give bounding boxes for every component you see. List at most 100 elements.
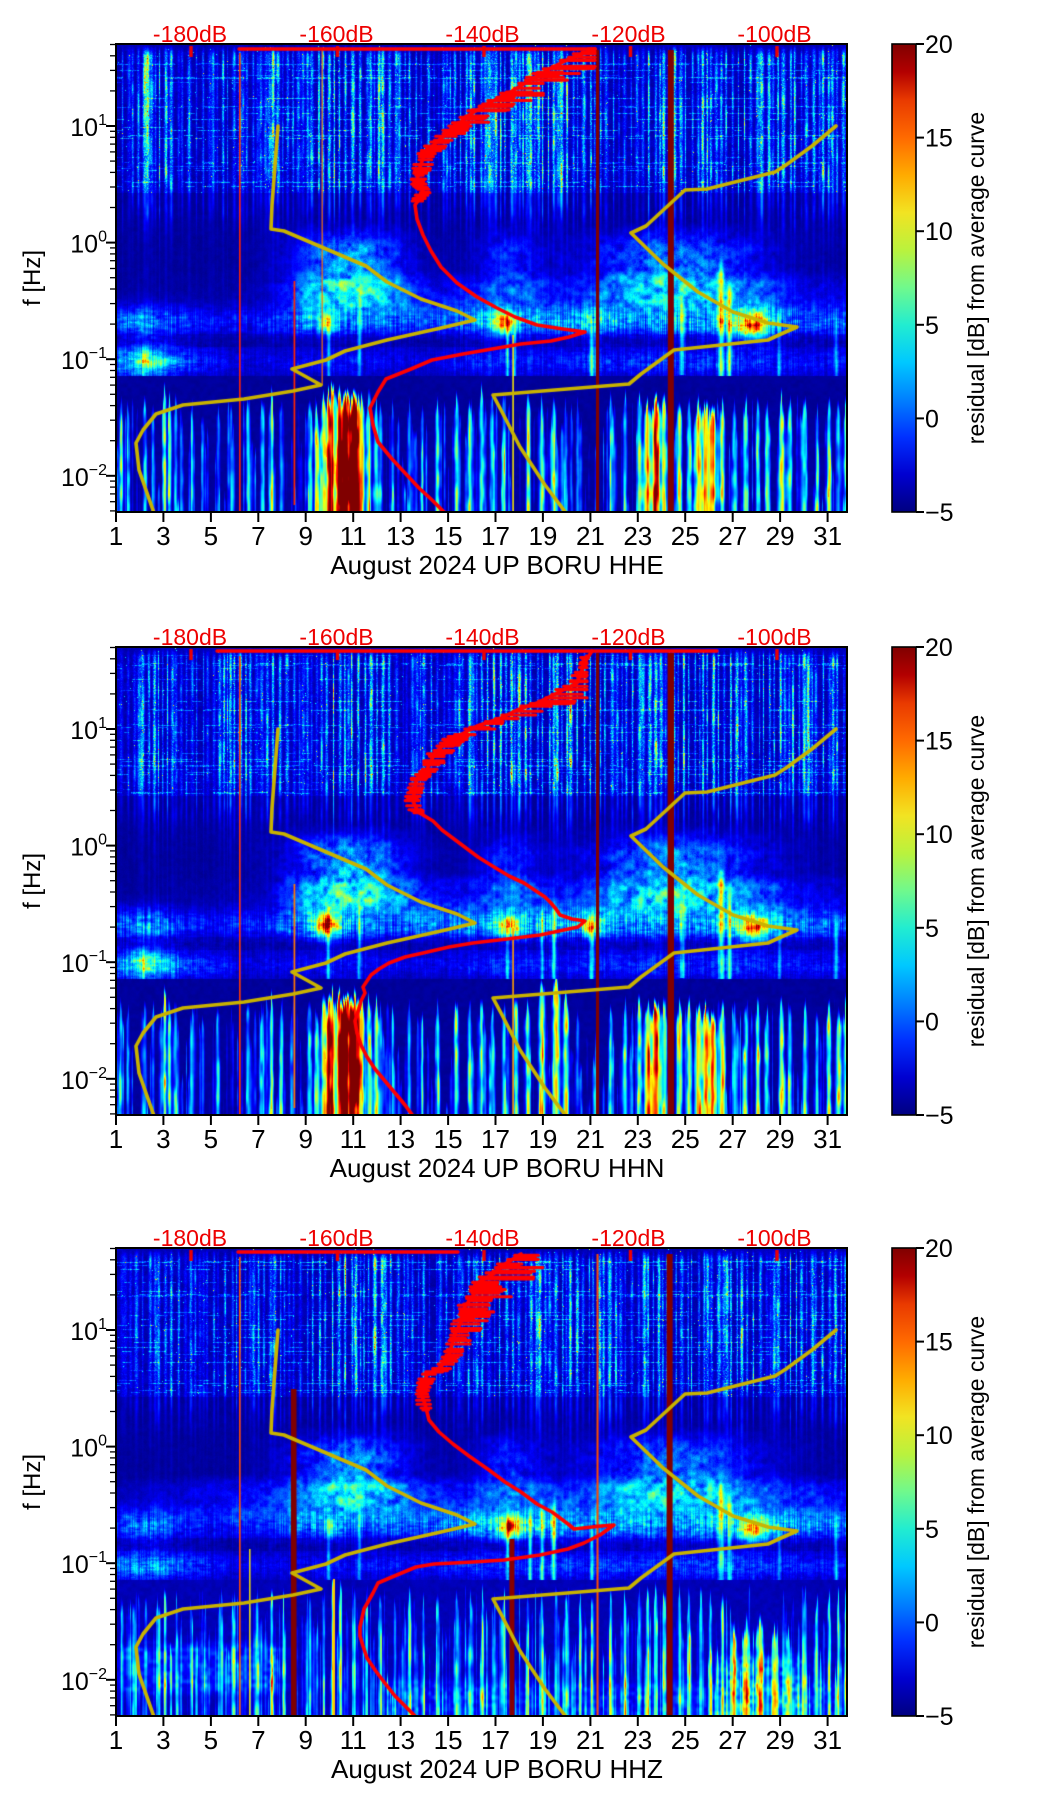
svg-text:5: 5	[204, 1124, 218, 1154]
svg-text:7: 7	[251, 1725, 265, 1755]
svg-text:3: 3	[156, 1124, 170, 1154]
svg-text:31: 31	[813, 521, 842, 551]
svg-text:25: 25	[671, 1124, 700, 1154]
svg-text:5: 5	[925, 915, 939, 943]
svg-text:23: 23	[623, 521, 652, 551]
svg-text:August 2024 UP BORU HHN: August 2024 UP BORU HHN	[330, 1153, 665, 1183]
svg-text:101: 101	[70, 1316, 107, 1346]
svg-text:9: 9	[298, 1124, 312, 1154]
svg-text:f [Hz]: f [Hz]	[19, 250, 46, 306]
svg-text:17: 17	[481, 1124, 510, 1154]
svg-text:-140dB: -140dB	[445, 1225, 519, 1251]
svg-text:13: 13	[386, 1725, 415, 1755]
svg-text:residual [dB] from average cur: residual [dB] from average curve	[963, 1316, 989, 1648]
svg-text:15: 15	[434, 521, 463, 551]
svg-text:-160dB: -160dB	[299, 624, 373, 650]
svg-text:17: 17	[481, 521, 510, 551]
svg-text:11: 11	[340, 1725, 367, 1755]
svg-text:August 2024 UP BORU HHZ: August 2024 UP BORU HHZ	[331, 1754, 663, 1784]
svg-text:29: 29	[766, 1725, 795, 1755]
svg-text:15: 15	[434, 1124, 463, 1154]
svg-text:5: 5	[204, 521, 218, 551]
svg-text:3: 3	[156, 521, 170, 551]
svg-text:-120dB: -120dB	[591, 21, 665, 47]
svg-text:10−2: 10−2	[61, 462, 107, 492]
svg-text:10−2: 10−2	[61, 1666, 107, 1696]
svg-text:17: 17	[481, 1725, 510, 1755]
svg-text:11: 11	[340, 521, 367, 551]
svg-text:August 2024 UP BORU HHE: August 2024 UP BORU HHE	[330, 550, 663, 580]
svg-text:13: 13	[386, 521, 415, 551]
svg-text:21: 21	[576, 521, 605, 551]
svg-text:11: 11	[340, 1124, 367, 1154]
svg-text:7: 7	[251, 1124, 265, 1154]
svg-text:19: 19	[528, 1725, 557, 1755]
svg-text:100: 100	[70, 832, 107, 862]
svg-text:1: 1	[109, 1725, 123, 1755]
svg-text:15: 15	[925, 125, 953, 153]
svg-text:31: 31	[813, 1725, 842, 1755]
svg-text:5: 5	[925, 1516, 939, 1544]
svg-text:0: 0	[925, 405, 939, 433]
svg-text:27: 27	[718, 1124, 747, 1154]
svg-text:27: 27	[718, 521, 747, 551]
svg-text:100: 100	[70, 1433, 107, 1463]
svg-text:-100dB: -100dB	[737, 21, 811, 47]
svg-text:residual [dB] from average cur: residual [dB] from average curve	[963, 112, 989, 444]
svg-text:-120dB: -120dB	[591, 624, 665, 650]
svg-text:10−1: 10−1	[61, 948, 107, 978]
svg-text:0: 0	[925, 1008, 939, 1036]
svg-text:13: 13	[386, 1124, 415, 1154]
svg-text:25: 25	[671, 521, 700, 551]
svg-text:9: 9	[298, 521, 312, 551]
svg-text:21: 21	[576, 1725, 605, 1755]
svg-text:−5: −5	[925, 499, 954, 527]
svg-text:-160dB: -160dB	[299, 21, 373, 47]
svg-text:f [Hz]: f [Hz]	[19, 1454, 46, 1510]
svg-text:1: 1	[109, 521, 123, 551]
svg-text:10: 10	[925, 1422, 953, 1450]
svg-text:23: 23	[623, 1725, 652, 1755]
svg-text:f [Hz]: f [Hz]	[19, 853, 46, 909]
svg-text:20: 20	[925, 634, 953, 662]
svg-text:-180dB: -180dB	[153, 1225, 227, 1251]
svg-text:15: 15	[434, 1725, 463, 1755]
svg-text:5: 5	[204, 1725, 218, 1755]
svg-text:29: 29	[766, 521, 795, 551]
svg-text:-100dB: -100dB	[737, 624, 811, 650]
svg-text:9: 9	[298, 1725, 312, 1755]
svg-text:-160dB: -160dB	[299, 1225, 373, 1251]
svg-text:10: 10	[925, 821, 953, 849]
svg-text:-180dB: -180dB	[153, 624, 227, 650]
svg-text:29: 29	[766, 1124, 795, 1154]
svg-text:19: 19	[528, 1124, 557, 1154]
svg-text:1: 1	[109, 1124, 123, 1154]
svg-text:5: 5	[925, 312, 939, 340]
svg-text:100: 100	[70, 229, 107, 259]
svg-text:-140dB: -140dB	[445, 624, 519, 650]
svg-text:-140dB: -140dB	[445, 21, 519, 47]
svg-text:27: 27	[718, 1725, 747, 1755]
svg-text:−5: −5	[925, 1703, 954, 1731]
svg-text:−5: −5	[925, 1102, 954, 1130]
svg-text:25: 25	[671, 1725, 700, 1755]
svg-text:23: 23	[623, 1124, 652, 1154]
svg-text:101: 101	[70, 112, 107, 142]
svg-text:-180dB: -180dB	[153, 21, 227, 47]
svg-text:31: 31	[813, 1124, 842, 1154]
svg-text:15: 15	[925, 1329, 953, 1357]
svg-text:residual [dB] from average cur: residual [dB] from average curve	[963, 715, 989, 1047]
svg-text:-100dB: -100dB	[737, 1225, 811, 1251]
svg-text:10−1: 10−1	[61, 345, 107, 375]
svg-text:15: 15	[925, 728, 953, 756]
svg-text:10: 10	[925, 218, 953, 246]
svg-text:101: 101	[70, 715, 107, 745]
svg-text:7: 7	[251, 521, 265, 551]
svg-text:21: 21	[576, 1124, 605, 1154]
svg-text:-120dB: -120dB	[591, 1225, 665, 1251]
svg-text:10−2: 10−2	[61, 1065, 107, 1095]
svg-text:20: 20	[925, 1235, 953, 1263]
svg-text:20: 20	[925, 31, 953, 59]
svg-text:0: 0	[925, 1609, 939, 1637]
svg-text:19: 19	[528, 521, 557, 551]
